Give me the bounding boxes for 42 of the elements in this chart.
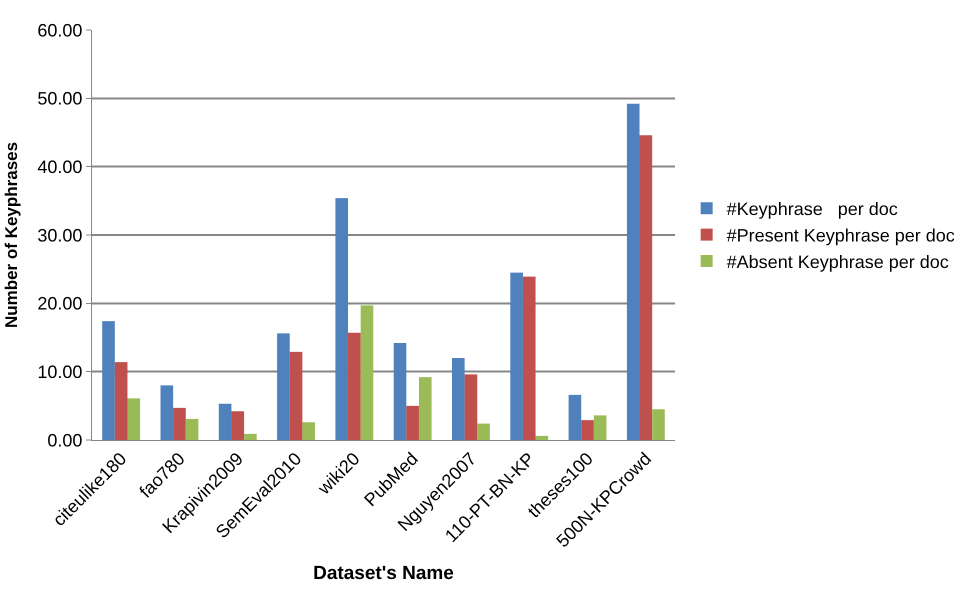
bar [536, 436, 548, 440]
legend-label: #Present Keyphrase per doc [726, 226, 955, 246]
bar [568, 394, 582, 440]
bar [102, 321, 115, 440]
bar [522, 276, 536, 440]
bar [173, 408, 186, 440]
y-tick-label: 10.00 [37, 362, 82, 382]
bar [510, 272, 523, 440]
bar [348, 332, 361, 440]
legend-label: #Absent Keyphrase per doc [726, 252, 949, 272]
bar [418, 377, 432, 440]
bar [394, 342, 406, 440]
bar [640, 135, 652, 440]
y-tick-label: 30.00 [37, 225, 82, 246]
bar [335, 198, 348, 440]
y-tick-label: 20.00 [37, 294, 82, 314]
bar [290, 352, 302, 440]
bar [186, 418, 198, 440]
bar [652, 409, 665, 440]
bar [127, 398, 140, 440]
y-tick-label: 50.00 [37, 88, 82, 109]
bar [302, 422, 315, 440]
bar [244, 434, 257, 440]
bar [231, 411, 244, 440]
bar [360, 305, 374, 440]
legend-label: #Keyphrase per doc [726, 199, 898, 220]
bar [160, 385, 174, 440]
bar [581, 420, 594, 440]
bar [452, 358, 465, 440]
y-tick-label: 0.00 [47, 430, 82, 450]
bar [277, 333, 290, 440]
y-tick-label: 40.00 [37, 156, 82, 177]
bar [114, 362, 128, 440]
y-axis-title: Number of Keyphrases [2, 142, 21, 328]
bar [594, 415, 606, 440]
bar [406, 406, 419, 440]
bar [477, 424, 490, 440]
y-tick-label: 60.00 [37, 20, 82, 40]
bar [218, 404, 232, 440]
bar [464, 374, 478, 440]
bar [626, 104, 640, 440]
x-axis-title: Dataset's Name [313, 563, 454, 584]
